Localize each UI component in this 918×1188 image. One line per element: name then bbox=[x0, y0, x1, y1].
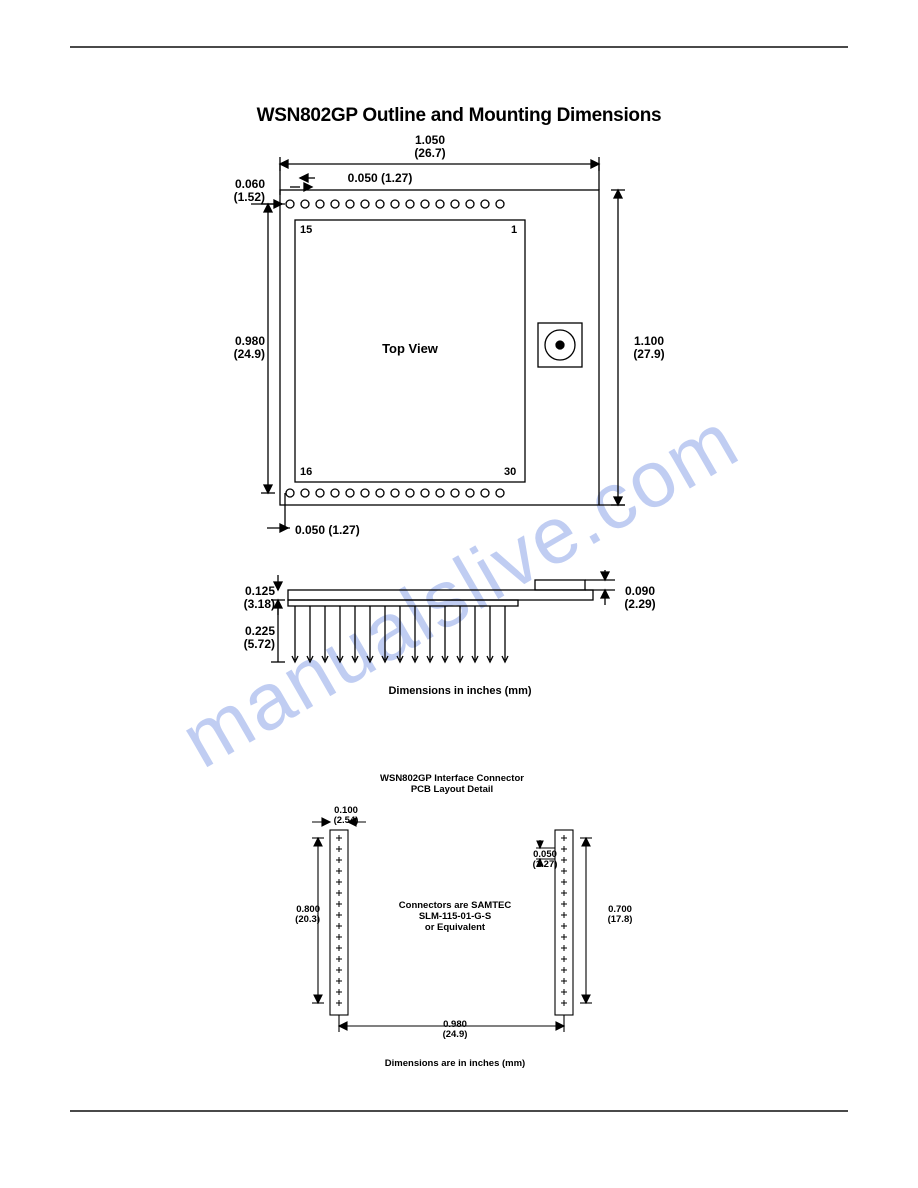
dim-width-in: 1.050 bbox=[415, 133, 445, 147]
detail-svg bbox=[140, 800, 840, 1100]
rule-bottom bbox=[70, 1110, 848, 1112]
figure-title: WSN802GP Outline and Mounting Dimensions bbox=[0, 105, 918, 127]
side-view-svg bbox=[140, 560, 840, 700]
top-view-svg bbox=[140, 150, 840, 570]
detail-title: WSN802GP Interface Connector PCB Layout … bbox=[322, 773, 582, 795]
rule-top bbox=[70, 46, 848, 48]
